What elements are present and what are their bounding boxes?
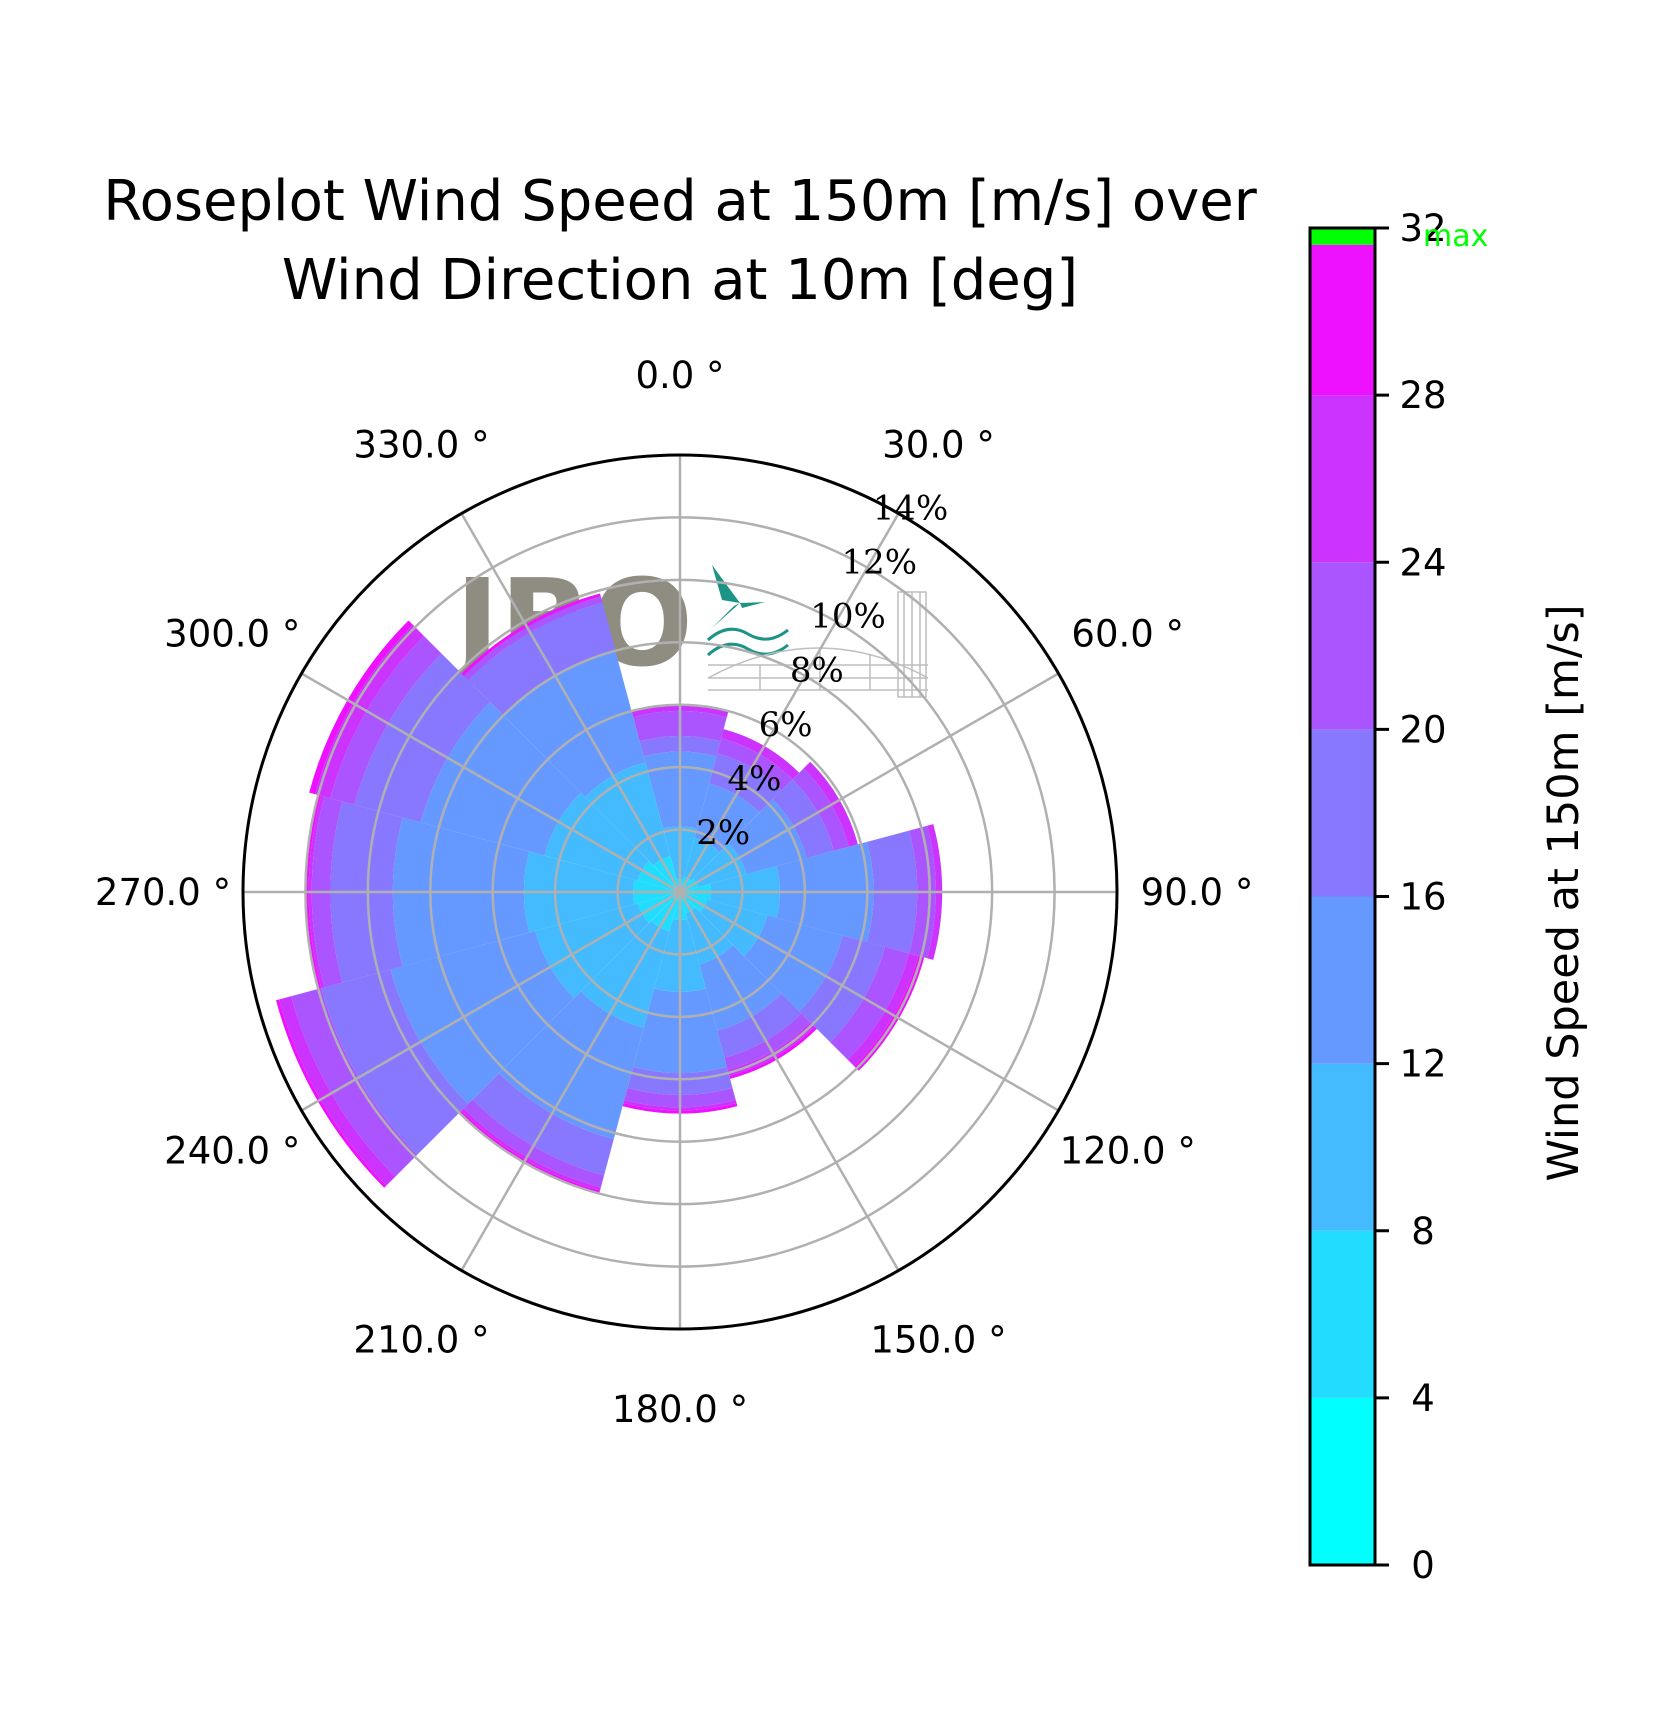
angle-label-300: 300.0 ° <box>164 613 300 656</box>
colorbar-segment-4 <box>1310 729 1375 897</box>
colorbar-segment-3 <box>1310 896 1375 1064</box>
colorbar-tick-label-28: 28 <box>1399 374 1446 417</box>
rose-bar-270deg-bin-6 <box>308 795 325 989</box>
radial-tick-labels: 2% 4% 6% 8% 10% 12% 14% <box>696 489 948 853</box>
rose-bar-90deg-bin-6 <box>927 824 943 960</box>
rose-bar-330deg-bin-4 <box>468 602 616 716</box>
angle-label-60: 60.0 ° <box>1071 613 1184 656</box>
angle-label-270: 270.0 ° <box>95 871 231 914</box>
grid-spoke-60 <box>679 672 1060 894</box>
radial-label-14: 14% <box>873 489 949 529</box>
rose-bar-120deg-bin-6 <box>847 953 919 1067</box>
angle-label-330: 330.0 ° <box>353 423 489 466</box>
rose-bar-300deg-bin-7 <box>309 620 413 795</box>
rose-bar-180deg-bin-6 <box>623 1100 737 1111</box>
rose-bar-300deg-bin-6 <box>315 624 424 799</box>
rose-bar-60deg-bin-6 <box>803 761 858 847</box>
colorbar-axis-label: Wind Speed at 150m [m/s] <box>1539 604 1589 1181</box>
colorbar-max-marker <box>1310 228 1375 245</box>
angle-label-90: 90.0 ° <box>1141 871 1254 914</box>
polar-frame <box>241 453 1119 1331</box>
colorbar-tick-label-16: 16 <box>1399 876 1446 919</box>
rose-bar-300deg-bin-3 <box>420 702 581 856</box>
chart-title-line2: Wind Direction at 10m [deg] <box>282 248 1078 313</box>
colorbar-max-label: max <box>1423 219 1488 254</box>
colorbar-tick-label-8: 8 <box>1411 1210 1435 1253</box>
angle-label-180: 180.0 ° <box>612 1388 748 1431</box>
colorbar-tick-label-4: 4 <box>1411 1377 1435 1420</box>
radial-label-8: 8% <box>790 651 844 691</box>
colorbar-tick-label-12: 12 <box>1399 1043 1446 1086</box>
rose-bar-60deg-bin-3 <box>728 799 807 875</box>
rose-bar-210deg-bin-3 <box>499 991 644 1140</box>
grid-spoke-150 <box>678 891 900 1272</box>
rose-bar-60deg-bin-4 <box>772 779 834 859</box>
rose-bar-210deg-bin-5 <box>463 1099 605 1188</box>
grid-spoke-330 <box>460 512 682 893</box>
angle-label-0: 0.0 ° <box>635 354 724 397</box>
grid-spoke-30 <box>678 512 900 893</box>
colorbar-segment-7 <box>1310 244 1375 396</box>
chart-title-line1: Roseplot Wind Speed at 150m [m/s] over <box>103 169 1258 234</box>
angle-label-240: 240.0 ° <box>164 1130 300 1173</box>
colorbar-tick-label-0: 0 <box>1411 1544 1435 1587</box>
colorbar-segment-5 <box>1310 562 1375 730</box>
radial-label-10: 10% <box>810 597 886 637</box>
colorbar-segment-2 <box>1310 1063 1375 1231</box>
angle-label-120: 120.0 ° <box>1060 1130 1196 1173</box>
rose-bar-120deg-bin-3 <box>744 915 843 1012</box>
colorbar-segment-6 <box>1310 395 1375 563</box>
colorbar-segment-0 <box>1310 1397 1375 1565</box>
bridge-logo-icon <box>707 591 929 698</box>
colorbar-tick-label-24: 24 <box>1399 541 1446 584</box>
rose-bar-300deg-bin-5 <box>330 635 442 805</box>
grid-spoke-240 <box>300 890 681 1112</box>
rose-bar-330deg-bin-5 <box>463 596 603 681</box>
radial-label-12: 12% <box>841 543 917 583</box>
grid-spoke-300 <box>300 672 681 894</box>
colorbar-segments <box>1310 244 1375 1565</box>
angle-tick-labels: 0.0 ° 30.0 ° 60.0 ° 90.0 ° 120.0 ° 150.0 ° 180… <box>95 354 1253 1431</box>
colorbar-tick-label-32: 32 <box>1399 207 1446 250</box>
rose-bar-150deg-bin-4 <box>717 993 802 1058</box>
colorbar-segment-1 <box>1310 1230 1375 1398</box>
rose-bar-180deg-bin-7 <box>622 1103 738 1114</box>
radial-label-6: 6% <box>759 705 813 745</box>
angle-label-210: 210.0 ° <box>353 1319 489 1362</box>
angle-label-150: 150.0 ° <box>870 1319 1006 1362</box>
rose-bar-120deg-bin-5 <box>830 946 910 1060</box>
grid-spoke-120 <box>679 890 1060 1112</box>
rose-bar-150deg-bin-7 <box>729 1026 817 1079</box>
rose-bar-240deg-bin-4 <box>321 969 469 1155</box>
angle-label-30: 30.0 ° <box>882 423 995 466</box>
colorbar-ticks: 0 4 8 12 16 20 24 28 32 <box>1375 207 1447 1587</box>
rose-bar-240deg-bin-6 <box>278 996 396 1186</box>
polar-grid <box>243 455 1117 1329</box>
rose-bar-240deg-bin-3 <box>390 930 575 1104</box>
radial-label-2: 2% <box>696 813 750 853</box>
rose-bar-30deg-bin-3 <box>694 783 760 853</box>
colorbar-tick-label-20: 20 <box>1399 708 1446 751</box>
grid-spoke-210 <box>460 891 682 1272</box>
colorbar: 0 4 8 12 16 20 24 28 32 max Wind Speed at 150m [… <box>1308 207 1589 1587</box>
rose-bar-240deg-bin-5 <box>291 988 418 1177</box>
rose-bar-210deg-bin-4 <box>472 1072 614 1176</box>
radial-label-4: 4% <box>727 759 781 799</box>
